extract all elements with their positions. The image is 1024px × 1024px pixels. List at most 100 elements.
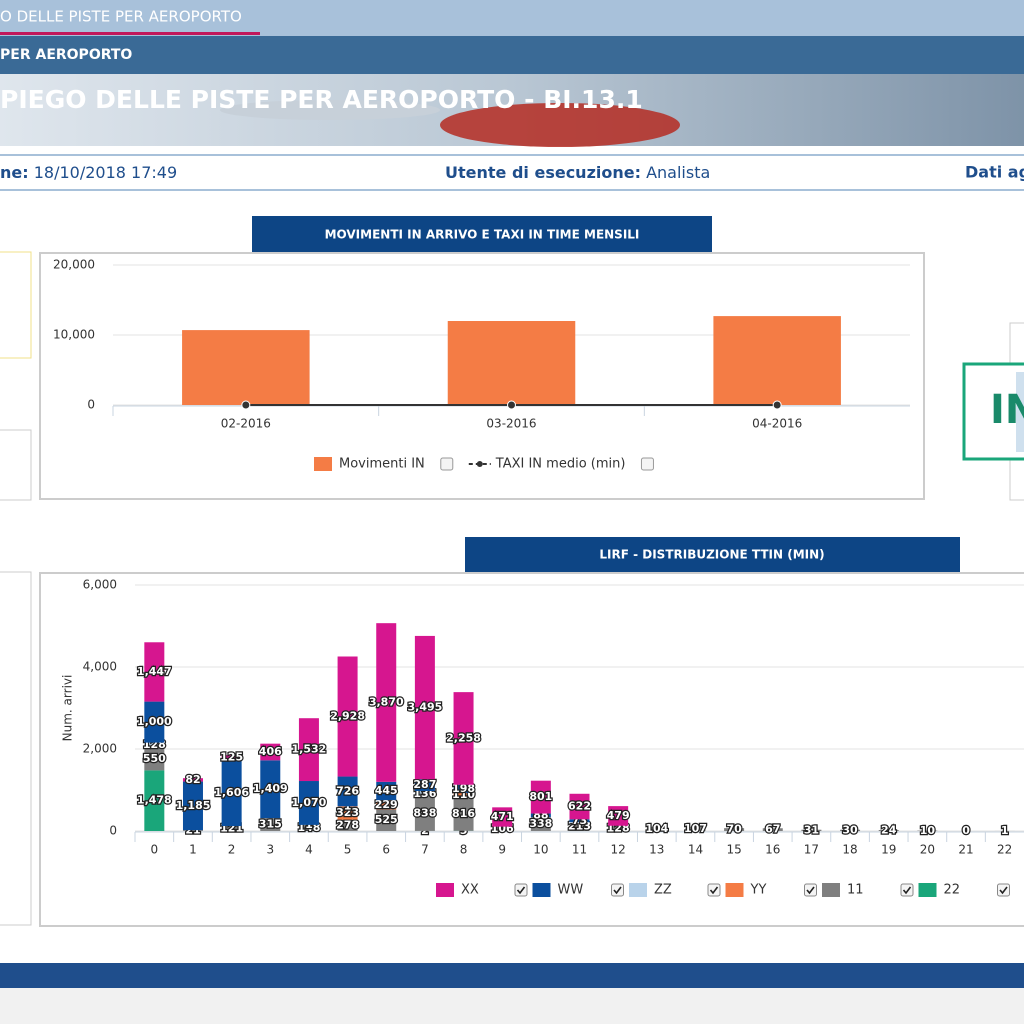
x-tick-label: 02-2016 xyxy=(221,417,271,431)
x-tick-label: 03-2016 xyxy=(486,417,536,431)
data-label: 471 xyxy=(491,810,514,823)
y-axis-title: Num. arrivi xyxy=(61,675,75,742)
data-label: 24 xyxy=(881,824,897,837)
breadcrumb: PER AEROPORTO xyxy=(0,47,132,63)
x-tick-label: 8 xyxy=(460,843,468,857)
data-label: 1,478 xyxy=(137,794,172,807)
data-label: 525 xyxy=(375,813,398,826)
x-tick-label: 16 xyxy=(765,843,780,857)
x-tick-label: 19 xyxy=(881,843,896,857)
legend-checkbox[interactable] xyxy=(804,883,817,897)
bar-segment xyxy=(414,635,435,780)
legend-label: Movimenti IN xyxy=(339,457,425,472)
bar-segment xyxy=(530,813,551,818)
y-tick-label: 0 xyxy=(87,398,95,412)
info: ne: 18/10/2018 17:49 xyxy=(0,163,177,182)
y-tick-label: 4,000 xyxy=(83,660,117,674)
legend-label: 22 xyxy=(944,883,961,898)
data-label: 278 xyxy=(336,818,359,831)
x-tick-label: 20 xyxy=(920,843,935,857)
bar-segment xyxy=(530,780,551,814)
top-bar xyxy=(0,0,1024,36)
page-title: PIEGO DELLE PISTE PER AEROPORTO - BI.13.… xyxy=(0,85,643,114)
legend-checkbox[interactable] xyxy=(640,457,654,471)
footer-bottom xyxy=(0,988,1024,1024)
legend-checkbox[interactable] xyxy=(440,457,454,471)
bar-segment xyxy=(762,828,783,831)
x-tick-label: 0 xyxy=(151,843,159,857)
x-tick-label: 5 xyxy=(344,843,352,857)
nav-bar xyxy=(0,36,1024,74)
bar-segment xyxy=(337,819,358,831)
data-label: 816 xyxy=(452,807,475,820)
side-panel xyxy=(0,429,32,501)
data-label: 67 xyxy=(765,823,780,836)
data-label: 2,258 xyxy=(446,731,481,744)
bar-segment xyxy=(144,742,165,748)
legend-label: TAXI IN medio (min) xyxy=(495,457,626,472)
legend-label: XX xyxy=(461,883,479,898)
bar-segment xyxy=(221,755,242,761)
legend-label: WW xyxy=(558,883,584,898)
x-tick-label: 13 xyxy=(649,843,664,857)
legend-checkbox[interactable] xyxy=(514,883,528,897)
bar-segment xyxy=(376,623,397,782)
legend-swatch xyxy=(476,461,483,467)
legend-swatch xyxy=(436,883,454,897)
legend-check xyxy=(709,886,719,895)
bar-segment xyxy=(414,796,435,831)
info-label: ne: xyxy=(0,163,29,182)
banner-plane xyxy=(220,100,440,120)
bar-segment xyxy=(608,806,629,826)
legend-checkbox[interactable] xyxy=(707,883,721,897)
x-tick-label: 17 xyxy=(804,843,819,857)
data-label: 323 xyxy=(336,806,359,819)
chart-title: MOVIMENTI IN ARRIVO E TAXI IN TIME MENSI… xyxy=(325,228,640,242)
data-label: 1,532 xyxy=(292,743,327,756)
data-label: 838 xyxy=(413,807,436,820)
data-label: 70 xyxy=(726,823,742,836)
banner-plane xyxy=(440,103,680,147)
legend-swatch xyxy=(532,883,551,897)
chart-title-box xyxy=(465,537,960,572)
legend-checkbox[interactable] xyxy=(997,883,1010,897)
line-point xyxy=(507,400,516,410)
x-tick-label: 10 xyxy=(533,843,548,857)
legend-swatch xyxy=(629,883,647,897)
x-tick-label: 3 xyxy=(266,843,274,857)
x-tick-label: 21 xyxy=(958,843,973,857)
bar xyxy=(447,321,576,405)
x-tick-label: 4 xyxy=(305,843,313,857)
legend-checkbox[interactable] xyxy=(611,883,624,897)
data-label: 406 xyxy=(259,745,282,758)
y-tick-label: 2,000 xyxy=(83,742,117,756)
bar-segment xyxy=(453,792,474,798)
x-tick-label: 22 xyxy=(997,843,1012,857)
legend-swatch xyxy=(822,883,840,897)
bar-segment xyxy=(569,793,590,820)
bar-segment xyxy=(646,826,667,831)
bar-segment xyxy=(492,807,513,827)
bar-segment xyxy=(685,826,706,831)
data-label: 31 xyxy=(804,823,819,836)
data-label: 107 xyxy=(684,822,707,835)
x-tick-label: 15 xyxy=(726,843,741,857)
legend-swatch xyxy=(314,457,332,471)
legend-check xyxy=(999,886,1008,895)
data-label: 479 xyxy=(607,809,630,822)
bar-segment xyxy=(298,824,319,831)
bar-segment xyxy=(337,806,358,820)
x-tick-label: 7 xyxy=(421,843,429,857)
bar-segment xyxy=(414,779,435,791)
data-label: 1,606 xyxy=(214,786,249,799)
bar-segment xyxy=(337,776,358,807)
legend-checkbox[interactable] xyxy=(900,883,914,897)
legend-swatch xyxy=(725,883,744,897)
x-tick-label: 12 xyxy=(611,843,626,857)
line-point xyxy=(241,400,251,410)
tab[interactable]: O DELLE PISTE PER AEROPORTO xyxy=(0,8,242,26)
bar-segment xyxy=(453,692,474,785)
data-label: 1,185 xyxy=(176,799,211,812)
legend-check xyxy=(806,886,815,895)
